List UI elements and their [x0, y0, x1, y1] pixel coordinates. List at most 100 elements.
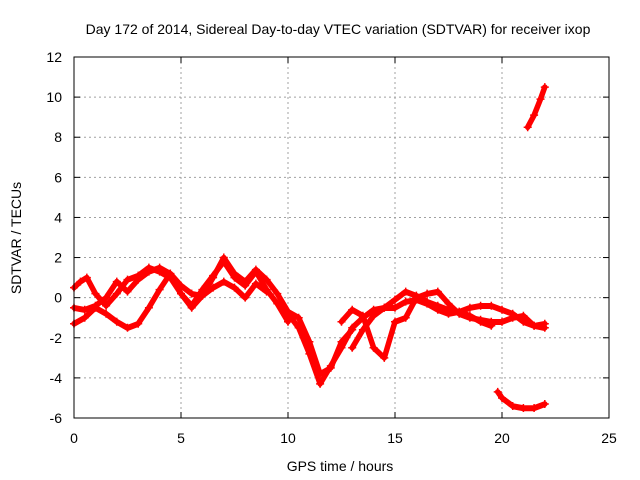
data-point	[305, 349, 314, 358]
data-point	[209, 271, 218, 280]
data-point	[358, 325, 367, 334]
data-point	[476, 301, 485, 310]
data-point	[433, 287, 442, 296]
x-tick-label: 0	[70, 430, 78, 446]
data-point	[144, 263, 153, 272]
x-tick-label: 20	[494, 430, 510, 446]
data-point	[112, 317, 121, 326]
data-point	[530, 403, 539, 412]
data-point	[209, 283, 218, 292]
data-point	[348, 323, 357, 332]
data-point	[444, 305, 453, 314]
data-point	[123, 323, 132, 332]
data-point	[102, 301, 111, 310]
data-point	[284, 309, 292, 318]
chart-title: Day 172 of 2014, Sidereal Day-to-day VTE…	[86, 21, 591, 37]
data-point	[123, 287, 132, 296]
data-point	[80, 313, 89, 322]
data-point	[273, 289, 282, 298]
series-arc-6	[348, 287, 496, 352]
data-point	[369, 343, 378, 352]
data-point	[476, 317, 485, 326]
y-tick-label: -2	[50, 330, 63, 346]
data-point	[465, 303, 474, 312]
y-tick-label: 4	[54, 209, 62, 225]
data-point	[219, 257, 228, 266]
series-trace	[71, 264, 270, 311]
series-trace-offset	[72, 268, 268, 311]
y-tick-label: -4	[50, 370, 63, 386]
data-point	[540, 319, 549, 328]
data-point	[401, 313, 410, 322]
data-point	[391, 303, 399, 312]
grid-lines	[74, 57, 609, 418]
data-point	[134, 319, 143, 328]
data-point	[262, 287, 271, 296]
data-point	[80, 305, 89, 314]
data-point	[102, 293, 111, 302]
data-point	[523, 123, 532, 132]
data-layer	[70, 83, 549, 412]
data-point	[177, 289, 185, 298]
data-point	[230, 283, 239, 292]
y-tick-label: 10	[46, 89, 62, 105]
data-point	[519, 403, 528, 412]
data-point	[540, 399, 549, 408]
data-point	[316, 379, 325, 388]
data-point	[498, 393, 506, 402]
data-point	[391, 317, 399, 326]
data-point	[144, 303, 153, 312]
data-point	[348, 343, 357, 352]
data-point	[493, 387, 502, 396]
data-point	[487, 301, 496, 310]
data-point	[508, 401, 517, 410]
plot-frame	[73, 56, 610, 419]
data-point	[423, 289, 432, 298]
y-tick-label: 8	[54, 129, 62, 145]
data-point	[536, 95, 545, 104]
x-tick-labels: 0 5 10 15 20 25	[70, 430, 617, 446]
y-tick-label: -6	[50, 410, 63, 426]
series-trace-offset	[340, 292, 547, 362]
data-point	[401, 287, 410, 296]
data-point	[326, 361, 335, 370]
data-point	[112, 277, 121, 286]
data-point	[455, 307, 464, 316]
y-tick-label: 12	[46, 49, 62, 65]
data-point	[273, 299, 282, 308]
data-point	[155, 267, 164, 276]
x-tick-label: 10	[280, 430, 296, 446]
data-point	[487, 321, 496, 330]
series-arc-8	[523, 83, 549, 132]
x-tick-label: 25	[601, 430, 617, 446]
data-point	[465, 311, 474, 320]
data-point	[380, 303, 389, 312]
axis-ticks	[73, 56, 610, 419]
data-point	[123, 275, 132, 284]
data-point	[498, 317, 506, 326]
data-point	[337, 343, 346, 352]
data-point	[241, 293, 250, 302]
data-point	[369, 311, 378, 320]
data-point	[348, 305, 357, 314]
data-point	[540, 83, 549, 92]
data-point	[433, 301, 442, 310]
y-tick-label: 2	[54, 250, 62, 266]
x-axis-label: GPS time / hours	[287, 458, 394, 474]
data-point	[219, 277, 228, 286]
data-point	[198, 291, 207, 300]
data-point	[251, 279, 260, 288]
data-point	[508, 313, 517, 322]
series-arc-3	[70, 263, 271, 312]
data-point	[358, 311, 367, 320]
y-axis-label: SDTVAR / TECUs	[8, 182, 24, 294]
data-point	[262, 275, 271, 284]
data-point	[102, 309, 111, 318]
data-point	[76, 277, 85, 286]
data-point	[423, 297, 432, 306]
data-point	[401, 297, 410, 306]
x-tick-label: 15	[387, 430, 403, 446]
data-point	[134, 271, 143, 280]
